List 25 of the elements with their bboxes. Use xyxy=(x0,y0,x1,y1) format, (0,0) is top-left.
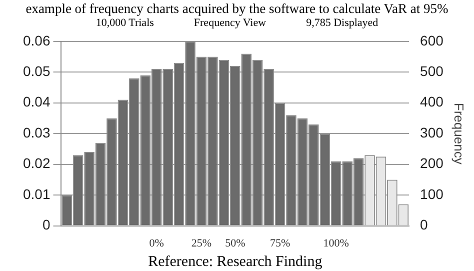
text: 9,785 Displayed xyxy=(306,17,378,30)
y2-tick-label: 200 xyxy=(420,155,444,172)
y-tick-label: 0 xyxy=(42,216,50,233)
y2-tick-label: 400 xyxy=(420,94,444,110)
y-tick-label: 0.05 xyxy=(23,62,50,79)
x-tick-label: 50% xyxy=(225,237,246,250)
y2-tick-label: 0 xyxy=(420,216,428,233)
x-tick-label: 100% xyxy=(323,237,349,250)
x-tick-label: 0% xyxy=(149,237,164,250)
text: 10,000 Trials xyxy=(96,17,154,30)
x-tick-label: 25% xyxy=(191,237,212,250)
y2-tick-label: 300 xyxy=(420,124,444,140)
chart-title: example of frequency charts acquired by the software to calculate VaR at 95% xyxy=(24,0,450,17)
y-tick-label: 0.06 xyxy=(23,32,50,48)
y2-tick-label: 100 xyxy=(420,186,444,202)
y-tick-label: 0.04 xyxy=(23,94,50,110)
y-tick-label: 0.01 xyxy=(23,186,50,202)
x-tick-label: 75% xyxy=(270,237,290,250)
text: Frequency View xyxy=(194,17,266,30)
x-axis-title: Reference: Research Finding xyxy=(148,254,323,270)
y2-tick-label: 600 xyxy=(420,32,444,48)
y-tick-label: 0.02 xyxy=(23,155,50,172)
y2-tick-label: 500 xyxy=(420,62,444,79)
y-tick-label: 0.03 xyxy=(23,124,50,140)
y2-axis-title: Frequency xyxy=(452,102,467,165)
